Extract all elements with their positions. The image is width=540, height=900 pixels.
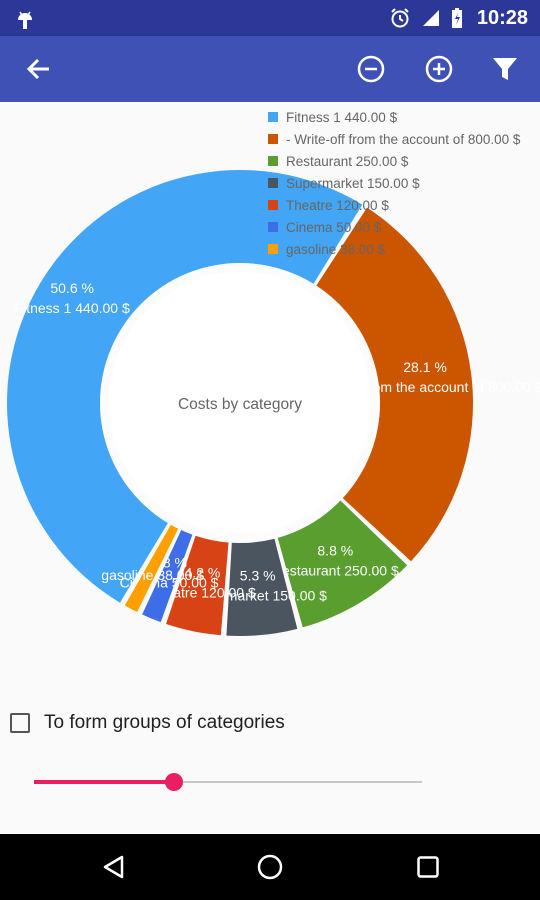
group-categories-label: To form groups of categories — [44, 712, 285, 733]
legend-label: Supermarket 150.00 $ — [286, 175, 420, 191]
legend-label: Fitness 1 440.00 $ — [286, 109, 398, 125]
legend-item: Theatre 120.00 $ — [268, 194, 520, 216]
chart-slice-theatre[interactable] — [166, 535, 229, 636]
chart-slice-fitness[interactable] — [6, 169, 363, 603]
chart-slice-cinema[interactable] — [142, 530, 193, 623]
chart-slice-restaurant[interactable] — [277, 500, 408, 628]
legend-label: Restaurant 250.00 $ — [286, 153, 409, 169]
slice-label: gasoline 38.00 $ — [101, 567, 204, 583]
back-button[interactable] — [18, 48, 60, 90]
legend-item: - Write-off from the account of 800.00 $ — [268, 128, 520, 150]
chart-slice-supermarket[interactable] — [226, 538, 298, 636]
group-threshold-slider[interactable] — [34, 770, 422, 794]
zoom-out-button[interactable] — [350, 48, 392, 90]
legend-item: Cinema 50.00 $ — [268, 216, 520, 238]
slice-percent: 8.8 % — [317, 542, 353, 558]
slice-label: 50.6 % Fitness 1 440.00 $ — [15, 280, 130, 316]
recents-square-icon — [417, 856, 439, 878]
donut-chart[interactable]: 50.6 %Fitness 1 440.00 $28.1 %Write-off … — [0, 102, 540, 702]
chart-area: 50.6 % Fitness 1 440.00 $28.1 % Write-off … — [0, 102, 540, 834]
signal-icon — [422, 10, 439, 26]
android-debug-icon — [18, 11, 32, 29]
status-bar: 10:28 — [0, 0, 540, 36]
legend-swatch — [268, 134, 278, 144]
back-triangle-icon — [103, 855, 124, 879]
legend-swatch — [268, 112, 278, 122]
legend-swatch — [268, 200, 278, 210]
chart-slice-write-off-from-the-account-of[interactable] — [316, 207, 473, 562]
slider-thumb[interactable] — [164, 773, 183, 791]
nav-back-button[interactable] — [94, 847, 134, 887]
legend-swatch — [268, 222, 278, 232]
slice-label: 8.8 % Restaurant 250.00 $ — [272, 542, 399, 578]
legend-item: gasoline 38.00 $ — [268, 238, 520, 260]
zoom-in-button[interactable] — [418, 48, 460, 90]
chart-center-label: Costs by category — [178, 396, 302, 413]
legend-item: Fitness 1 440.00 $ — [268, 106, 520, 128]
nav-recents-button[interactable] — [408, 847, 448, 887]
legend-swatch — [268, 178, 278, 188]
slice-percent: 4.2 % — [185, 565, 221, 581]
slice-text: Theatre 120.00 $ — [149, 585, 256, 601]
slice-text: Fitness 1 440.00 $ — [15, 300, 130, 316]
chart-slice-gasoline[interactable] — [124, 524, 179, 613]
app-bar — [0, 36, 540, 102]
legend-label: Theatre 120.00 $ — [286, 197, 389, 213]
slice-label: 4.2 % Theatre 120.00 $ — [149, 565, 256, 601]
slice-percent: 28.1 % — [403, 359, 447, 375]
legend-swatch — [268, 244, 278, 254]
slider-fill — [34, 780, 174, 784]
status-time: 10:28 — [476, 6, 528, 29]
filter-icon — [493, 58, 517, 80]
group-categories-checkbox[interactable] — [10, 713, 30, 733]
legend-swatch — [268, 156, 278, 166]
slice-text: gasoline 38.00 $ — [101, 567, 204, 583]
legend-label: gasoline 38.00 $ — [286, 241, 386, 257]
slice-percent: 5.3 % — [240, 568, 276, 584]
legend-item: Restaurant 250.00 $ — [268, 150, 520, 172]
slice-text: Restaurant 250.00 $ — [272, 562, 399, 578]
legend-label: - Write-off from the account of 800.00 $ — [286, 131, 521, 147]
donut-hole — [109, 272, 371, 534]
legend-label: Cinema 50.00 $ — [286, 219, 382, 235]
navigation-bar — [0, 834, 540, 900]
alarm-icon — [391, 8, 409, 28]
home-circle-icon — [257, 854, 283, 880]
back-arrow-icon — [26, 58, 49, 80]
nav-home-button[interactable] — [250, 847, 290, 887]
zoom-in-icon — [425, 55, 453, 83]
filter-button[interactable] — [484, 48, 526, 90]
slice-percent: 50.6 % — [50, 280, 94, 296]
battery-icon — [451, 8, 462, 28]
chart-legend: Fitness 1 440.00 $ - Write-off from the a… — [268, 106, 520, 260]
legend-item: Supermarket 150.00 $ — [268, 172, 520, 194]
group-categories-option[interactable]: To form groups of categories — [10, 712, 285, 734]
zoom-out-icon — [357, 55, 385, 83]
slider-track — [34, 781, 422, 783]
